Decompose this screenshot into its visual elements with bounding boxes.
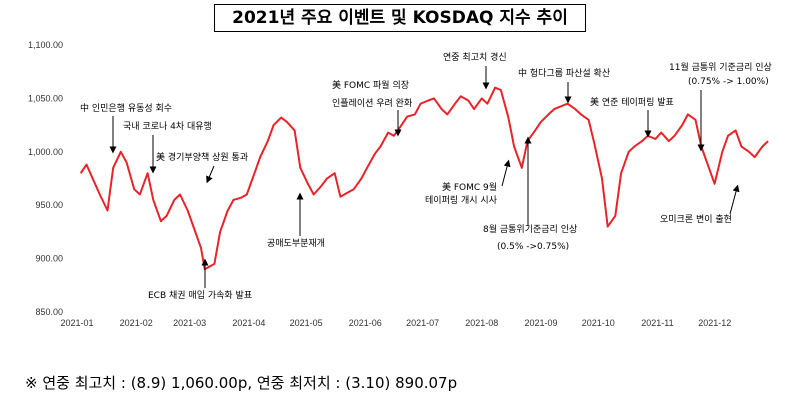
annotation-label: 오미크론 변이 출현 [660,214,732,225]
annotation-label: (0.75% -> 1.00%) [688,77,769,87]
x-tick-label: 2021-08 [465,318,498,328]
x-tick-label: 2021-02 [120,318,153,328]
y-tick-label: 900.00 [35,254,63,264]
annotation-label: 中 헝다그룹 파산설 확산 [518,67,610,79]
y-tick-label: 950.00 [35,200,63,210]
annotation-arrow [729,184,740,215]
annotation-label: 8월 금통위기준금리 인상 [483,223,577,235]
annotation-label: 美 경기부양책 상원 통과 [156,151,248,163]
annotation-label: 국내 코로나 4차 대유행 [123,120,212,132]
y-tick-label: 1,000.00 [28,147,63,157]
annotation-label: (0.5% ->0.75%) [497,242,569,252]
x-tick-label: 2021-04 [232,318,265,328]
y-tick-label: 850.00 [35,307,63,317]
annotation-arrow [501,159,511,187]
x-tick-label: 2021-11 [641,318,673,328]
kosdaq-line-chart: 850.00 900.00 950.00 1,000.00 1,050.00 1,100.… [28,40,772,328]
footnote: ※ 연중 최고치 : (8.9) 1,060.00p, 연중 최저치 : (3.… [25,374,458,392]
kosdaq-index-line [79,86,769,271]
annotation-arrow [206,165,215,184]
x-tick-label: 2021-07 [406,318,439,328]
x-tick-label: 2021-10 [582,318,615,328]
chart-title: 2021년 주요 이벤트 및 KOSDAQ 지수 추이 [214,4,586,32]
annotation-label: 테이퍼링 개시 시사 [425,194,498,206]
annotation-label: 공매도부분재개 [267,238,325,249]
y-tick-label: 1,050.00 [28,93,63,103]
y-tick-label: 1,100.00 [28,40,63,50]
x-tick-label: 2021-05 [290,318,323,328]
annotation-label: 연중 최고치 경신 [443,51,507,63]
annotation-label: 11월 금통위 기준금리 인상 [669,61,772,73]
annotation-label: 美 연준 테이퍼링 발표 [590,96,674,108]
y-axis: 850.00 900.00 950.00 1,000.00 1,050.00 1,100.… [28,40,63,317]
annotation-label: 인플레이션 우려 완화 [332,98,412,109]
annotation-label: 美 FOMC 9월 [442,181,497,193]
x-tick-label: 2021-09 [524,318,557,328]
x-axis: 2021-01 2021-02 2021-03 2021-04 2021-05 2021-… [60,318,731,328]
x-tick-label: 2021-03 [173,318,206,328]
annotation-label: ECB 채권 매입 가속화 발표 [148,289,252,301]
annotation-label: 美 FOMC 파월 의장 [332,79,409,91]
x-tick-label: 2021-12 [698,318,731,328]
annotation-label: 中 인민은행 유동성 회수 [80,102,172,114]
x-tick-label: 2021-01 [60,318,93,328]
x-tick-label: 2021-06 [349,318,382,328]
